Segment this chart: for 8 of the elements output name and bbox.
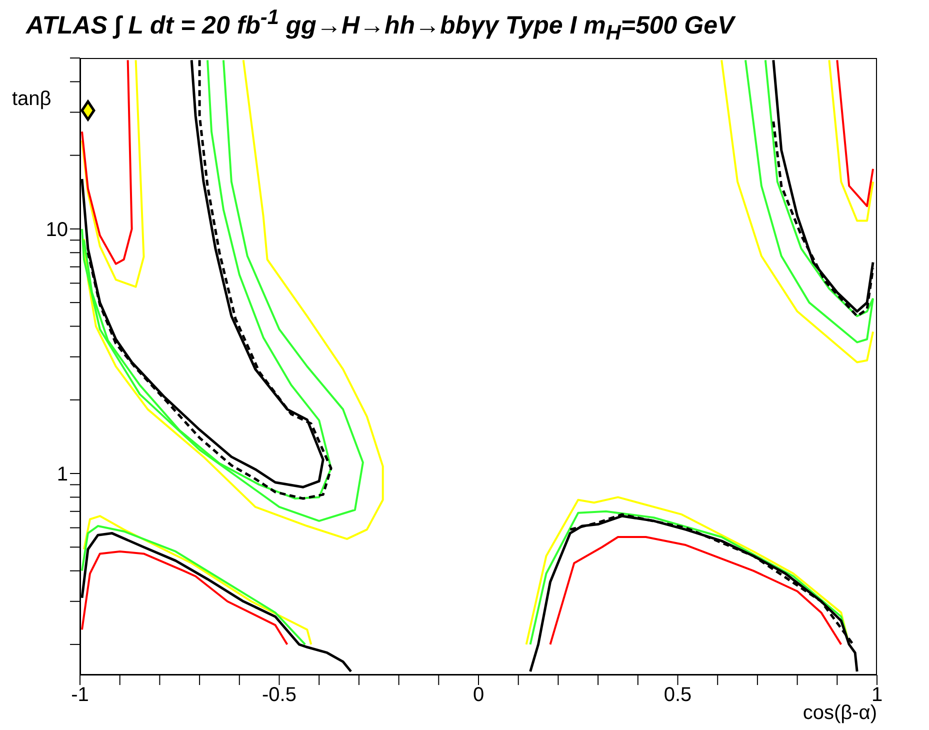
x-axis-title: cos(β-α): [802, 702, 877, 725]
chart-title: ATLAS ∫ L dt = 20 fb$^{-1}$ gg→H→hh→bbγγ Type I m$_{H}$=500 GeV: [26, 6, 734, 46]
x-tick-label: 0: [472, 684, 484, 706]
x-tick-label: 0.5: [664, 684, 692, 706]
y-axis-title: tanβ: [12, 88, 52, 111]
x-tick-label: -0.5: [262, 684, 296, 706]
x-tick-label: -1: [71, 684, 89, 706]
y-tick-label: 10: [46, 219, 68, 242]
